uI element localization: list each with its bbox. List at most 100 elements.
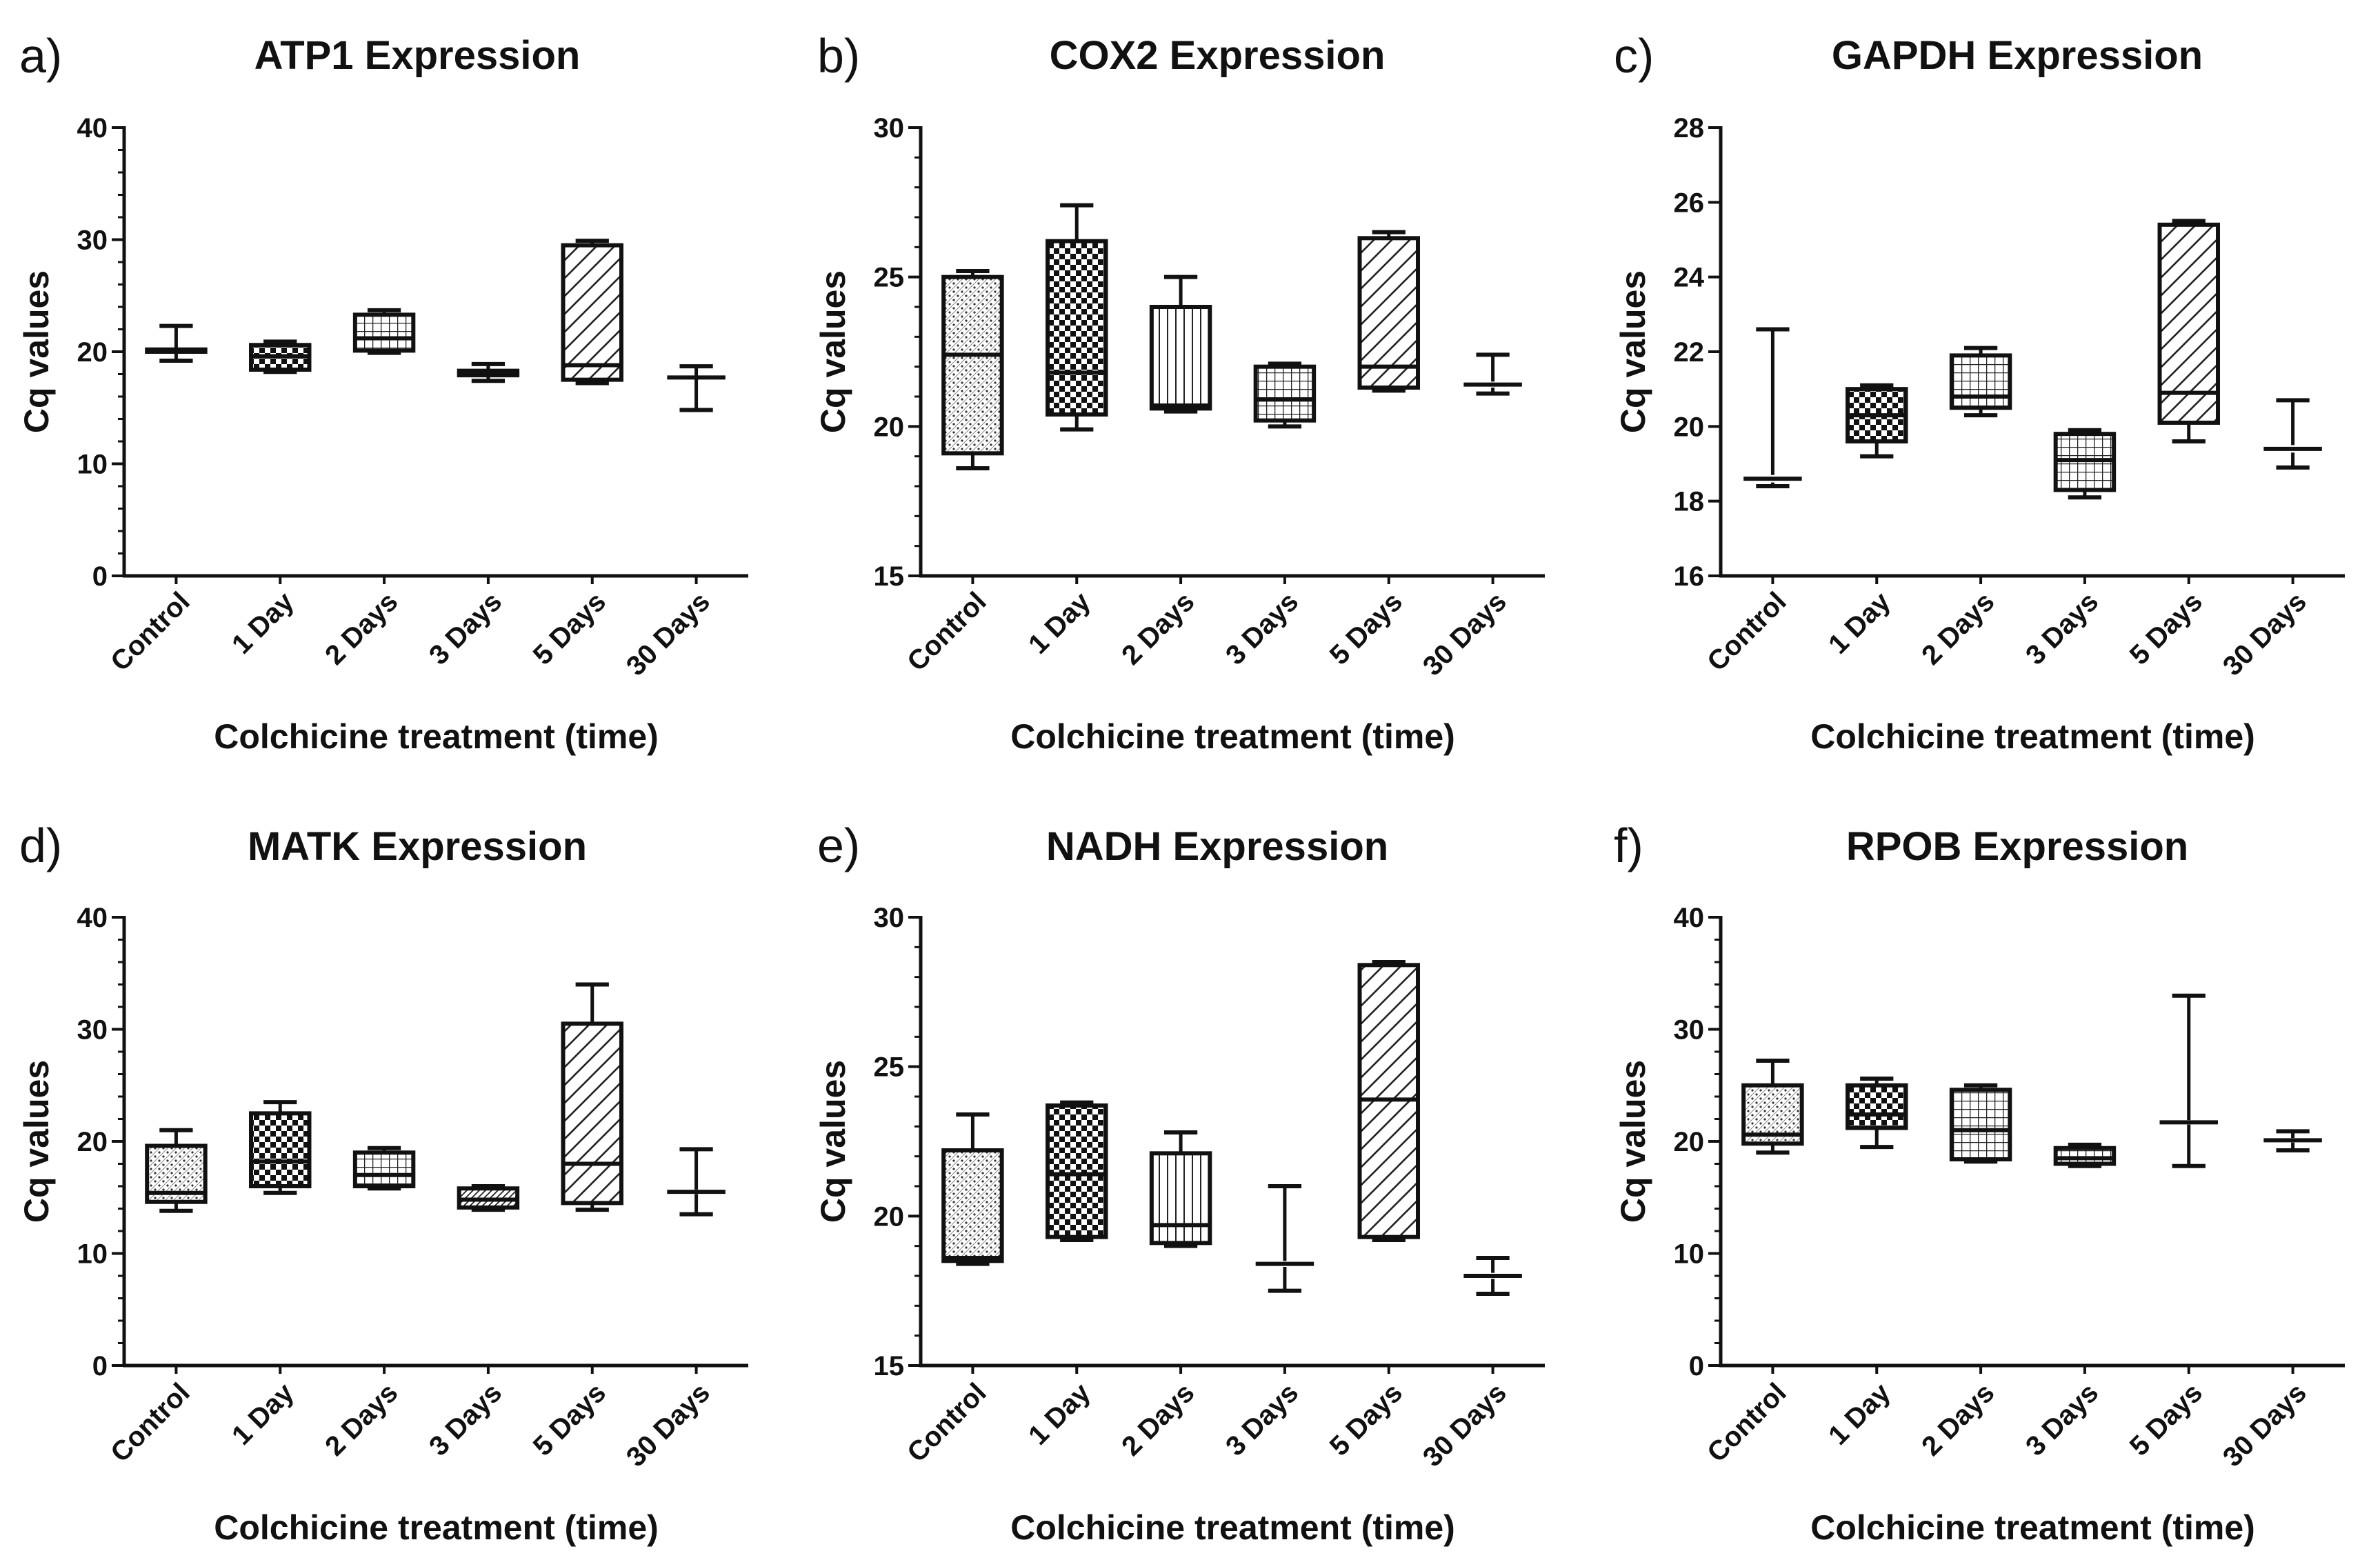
y-tick-label: 30: [874, 903, 905, 933]
y-tick-label: 10: [1674, 1239, 1705, 1270]
box-control: [941, 1112, 1004, 1266]
y-tick-label: 30: [874, 113, 905, 143]
panel-f: f) RPOB Expression 0 10 20 30 40 Cq values Colch…: [1614, 819, 2345, 1547]
box-3-days: [1255, 1184, 1314, 1293]
box-control: [1741, 1059, 1804, 1155]
y-tick-label: 30: [77, 1015, 108, 1046]
box-5-days: [2157, 219, 2220, 443]
x-tick-label: 2 Days: [1916, 1377, 2000, 1461]
x-axis-label: Colchicine treatment (time): [1810, 1508, 2255, 1547]
y-tick-label: 0: [92, 561, 108, 592]
chart-title: RPOB Expression: [1846, 824, 2188, 869]
iqr-box: [1949, 1088, 2012, 1161]
box-control: [145, 323, 208, 363]
box-2-days: [1149, 1130, 1212, 1248]
box-30-days: [2263, 398, 2322, 470]
box-30-days: [667, 364, 726, 412]
y-axis-label: Cq values: [17, 270, 56, 433]
y-tick-label: 24: [1674, 263, 1705, 293]
y-tick-label: 0: [92, 1351, 108, 1381]
box-5-days: [561, 239, 623, 386]
x-tick-label: 3 Days: [2020, 586, 2104, 670]
panel-letter: d): [19, 819, 62, 872]
y-tick-label: 28: [1674, 113, 1705, 143]
box-control: [941, 269, 1004, 470]
x-tick-label: Control: [901, 586, 992, 677]
box-1-day: [249, 1100, 312, 1195]
box-30-days: [1463, 1256, 1522, 1296]
y-axis-label: Cq values: [1614, 270, 1652, 433]
x-tick-label: 5 Days: [1324, 586, 1408, 670]
chart-title: GAPDH Expression: [1832, 33, 2203, 78]
panels: a) ATP1 Expression 0 10 20 30 40 Cq values Colch…: [17, 29, 2345, 1547]
y-tick-label: 20: [77, 1127, 108, 1157]
box-1-day: [1846, 383, 1908, 459]
x-tick-label: Control: [1701, 1377, 1792, 1468]
y-axis-label: Cq values: [814, 1060, 852, 1223]
iqr-box: [561, 243, 623, 382]
iqr-box: [1357, 236, 1420, 390]
x-tick-label: 2 Days: [1116, 1377, 1200, 1461]
x-tick-label: 3 Days: [423, 1377, 508, 1461]
panel-e: e) NADH Expression 15 20 25 30 Cq values Colchi…: [814, 819, 1545, 1547]
panel-letter: a): [19, 29, 62, 83]
x-tick-label: 30 Days: [621, 586, 716, 681]
box-2-days: [1949, 1083, 2012, 1164]
panel-letter: e): [817, 819, 860, 872]
iqr-box: [2053, 1146, 2117, 1166]
x-tick-label: 1 Day: [1823, 586, 1897, 660]
panel-a: a) ATP1 Expression 0 10 20 30 40 Cq values Colch…: [17, 29, 748, 756]
y-tick-label: 25: [874, 263, 905, 293]
iqr-box: [561, 1021, 623, 1206]
box-1-day: [1046, 1100, 1108, 1242]
y-tick-label: 20: [77, 337, 108, 368]
iqr-box: [1846, 1083, 1908, 1130]
iqr-box: [1253, 364, 1317, 423]
box-5-days: [1357, 230, 1420, 393]
x-tick-label: Control: [1701, 586, 1792, 677]
y-tick-label: 40: [1674, 903, 1705, 933]
box-3-days: [457, 361, 520, 383]
box-3-days: [1253, 361, 1317, 429]
x-tick-label: 5 Days: [528, 1377, 612, 1461]
iqr-box: [1149, 1151, 1212, 1246]
panel-c: c) GAPDH Expression 16 18 20 22 24 26 28 Cq value…: [1614, 29, 2345, 756]
panel-d: d) MATK Expression 0 10 20 30 40 Cq values Colch…: [17, 819, 748, 1547]
box-1-day: [1046, 203, 1108, 432]
iqr-box: [1949, 353, 2012, 410]
x-tick-label: 30 Days: [2217, 1377, 2312, 1472]
y-tick-label: 20: [1674, 412, 1705, 442]
x-tick-label: 5 Days: [2124, 1377, 2208, 1461]
box-1-day: [1846, 1077, 1908, 1150]
box-30-days: [667, 1147, 726, 1217]
y-tick-label: 20: [874, 1201, 905, 1232]
y-tick-label: 10: [77, 1239, 108, 1270]
x-tick-label: 2 Days: [1116, 586, 1200, 670]
x-tick-label: 30 Days: [621, 1377, 716, 1472]
x-tick-label: 1 Day: [226, 1377, 300, 1451]
x-tick-label: 1 Day: [1023, 586, 1097, 660]
iqr-box: [941, 274, 1004, 456]
y-tick-label: 30: [77, 226, 108, 256]
x-tick-label: Control: [105, 586, 196, 677]
y-tick-label: 40: [77, 903, 108, 933]
box-30-days: [2263, 1129, 2322, 1152]
iqr-box: [352, 312, 416, 353]
x-tick-label: 1 Day: [1023, 1377, 1097, 1451]
chart-title: ATP1 Expression: [254, 33, 581, 78]
x-tick-label: 1 Day: [226, 586, 300, 660]
x-axis-label: Colchicine treatment (time): [1810, 717, 2255, 756]
box-3-days: [2053, 1142, 2117, 1168]
iqr-box: [941, 1148, 1004, 1263]
box-5-days: [1357, 960, 1420, 1242]
panel-letter: b): [817, 29, 860, 83]
chart-title: COX2 Expression: [1050, 33, 1386, 78]
iqr-box: [1149, 305, 1212, 411]
y-tick-label: 16: [1674, 561, 1705, 592]
iqr-box: [1046, 239, 1108, 417]
x-tick-label: 1 Day: [1823, 1377, 1897, 1451]
y-tick-label: 20: [874, 412, 905, 442]
y-axis-label: Cq values: [814, 270, 852, 433]
box-3-days: [457, 1184, 520, 1212]
y-axis-label: Cq values: [17, 1060, 56, 1223]
